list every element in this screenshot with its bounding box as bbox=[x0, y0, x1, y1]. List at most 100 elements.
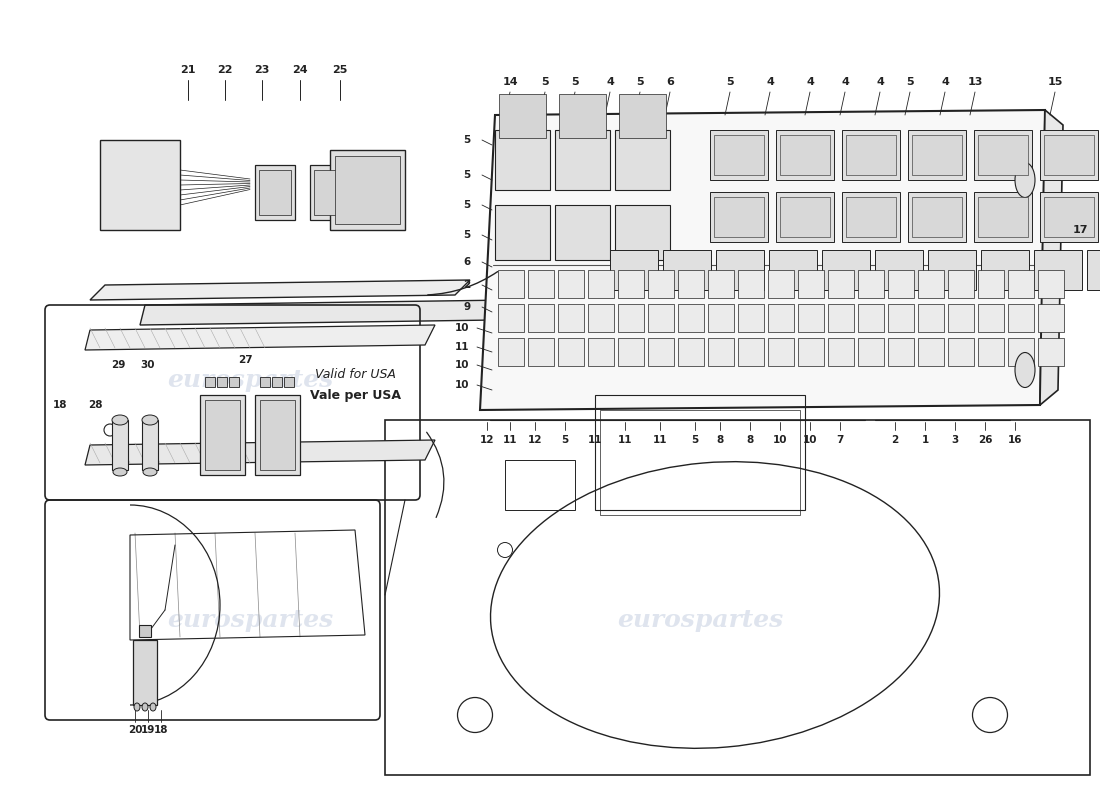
Bar bbox=[100, 140, 180, 230]
Ellipse shape bbox=[112, 415, 128, 425]
Text: 4: 4 bbox=[942, 77, 949, 87]
Bar bbox=[798, 304, 824, 332]
Bar bbox=[798, 270, 824, 298]
Bar bbox=[615, 130, 670, 190]
Text: 18: 18 bbox=[154, 725, 168, 735]
Bar bbox=[1040, 192, 1098, 242]
Bar bbox=[618, 270, 644, 298]
Bar bbox=[738, 270, 764, 298]
Bar bbox=[648, 338, 674, 366]
Bar bbox=[768, 304, 794, 332]
Bar bbox=[310, 165, 350, 220]
Bar bbox=[918, 270, 944, 298]
Bar bbox=[258, 170, 292, 215]
Polygon shape bbox=[1040, 110, 1063, 405]
Ellipse shape bbox=[1015, 162, 1035, 198]
Bar bbox=[1038, 270, 1064, 298]
Bar bbox=[888, 270, 914, 298]
Bar bbox=[908, 192, 966, 242]
Bar bbox=[600, 410, 800, 515]
Bar bbox=[714, 197, 764, 237]
Bar bbox=[708, 304, 734, 332]
Bar bbox=[205, 377, 214, 387]
Bar bbox=[615, 205, 670, 260]
Text: 27: 27 bbox=[238, 355, 252, 365]
Bar bbox=[1038, 338, 1064, 366]
Text: 10: 10 bbox=[772, 435, 788, 445]
Bar bbox=[260, 400, 295, 470]
Bar bbox=[716, 250, 764, 290]
Bar bbox=[1034, 250, 1082, 290]
Text: 11: 11 bbox=[618, 435, 632, 445]
Bar bbox=[822, 250, 870, 290]
Bar bbox=[558, 270, 584, 298]
Bar bbox=[528, 304, 554, 332]
Bar bbox=[948, 304, 974, 332]
Bar bbox=[780, 135, 830, 175]
Bar bbox=[133, 640, 157, 705]
Bar bbox=[948, 338, 974, 366]
Bar bbox=[776, 130, 834, 180]
Text: 16: 16 bbox=[1008, 435, 1022, 445]
Bar bbox=[272, 377, 282, 387]
Bar bbox=[888, 304, 914, 332]
Bar bbox=[330, 150, 405, 230]
Text: 17: 17 bbox=[1072, 225, 1088, 235]
Text: eurospartes: eurospartes bbox=[167, 368, 333, 392]
Bar bbox=[648, 270, 674, 298]
Bar bbox=[978, 304, 1004, 332]
Bar bbox=[769, 250, 817, 290]
Bar bbox=[678, 338, 704, 366]
Bar bbox=[710, 192, 768, 242]
Bar bbox=[678, 304, 704, 332]
Text: 5: 5 bbox=[463, 135, 471, 145]
Text: eurospartes: eurospartes bbox=[617, 608, 783, 632]
Bar bbox=[974, 192, 1032, 242]
Bar bbox=[678, 270, 704, 298]
Bar bbox=[588, 270, 614, 298]
Bar bbox=[1008, 338, 1034, 366]
Ellipse shape bbox=[113, 468, 127, 476]
Polygon shape bbox=[90, 280, 470, 300]
Text: 12: 12 bbox=[528, 435, 542, 445]
Bar bbox=[912, 135, 962, 175]
Text: 26: 26 bbox=[978, 435, 992, 445]
Text: 7: 7 bbox=[836, 435, 844, 445]
Text: 5: 5 bbox=[463, 170, 471, 180]
Bar bbox=[858, 338, 884, 366]
Bar bbox=[558, 304, 584, 332]
Bar bbox=[648, 304, 674, 332]
Text: 5: 5 bbox=[636, 77, 644, 87]
Text: 4: 4 bbox=[766, 77, 774, 87]
Bar bbox=[1087, 250, 1100, 290]
Bar bbox=[556, 130, 610, 190]
Text: 6: 6 bbox=[667, 77, 674, 87]
Bar bbox=[336, 156, 400, 224]
Bar bbox=[142, 420, 158, 470]
Bar bbox=[738, 304, 764, 332]
Polygon shape bbox=[480, 110, 1045, 410]
Text: 30: 30 bbox=[141, 360, 155, 370]
Text: 8: 8 bbox=[716, 435, 724, 445]
Bar bbox=[1038, 304, 1064, 332]
Bar bbox=[846, 197, 896, 237]
Bar bbox=[498, 338, 524, 366]
Text: Valid for USA: Valid for USA bbox=[315, 369, 395, 382]
Bar bbox=[385, 420, 1090, 775]
Bar bbox=[284, 377, 294, 387]
Bar bbox=[858, 304, 884, 332]
Bar bbox=[588, 304, 614, 332]
Ellipse shape bbox=[142, 415, 158, 425]
Ellipse shape bbox=[143, 468, 157, 476]
Text: 9: 9 bbox=[463, 302, 471, 312]
Bar bbox=[708, 338, 734, 366]
Text: 10: 10 bbox=[454, 380, 470, 390]
Bar bbox=[205, 400, 240, 470]
Text: 4: 4 bbox=[876, 77, 884, 87]
Text: 2: 2 bbox=[463, 280, 471, 290]
Bar bbox=[828, 270, 854, 298]
Text: 5: 5 bbox=[571, 77, 579, 87]
Bar bbox=[888, 338, 914, 366]
Bar bbox=[498, 304, 524, 332]
Text: 28: 28 bbox=[88, 400, 102, 410]
